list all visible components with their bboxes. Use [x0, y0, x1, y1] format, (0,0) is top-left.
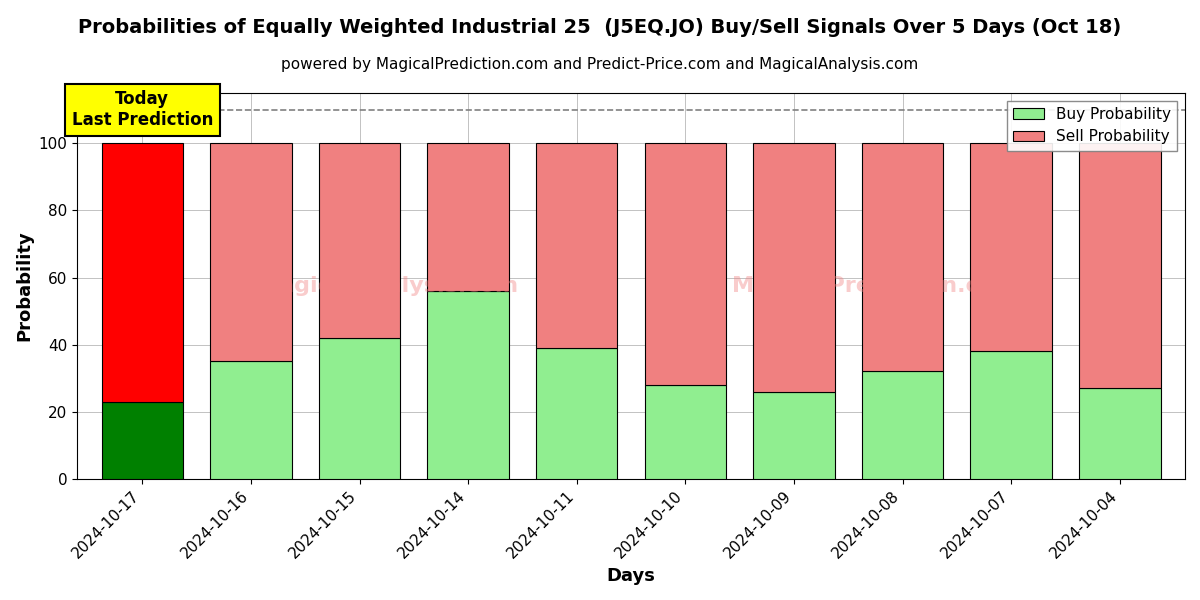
Bar — [862, 371, 943, 479]
Bar — [102, 401, 184, 479]
Text: Today
Last Prediction: Today Last Prediction — [72, 91, 214, 129]
Bar — [536, 143, 618, 348]
X-axis label: Days: Days — [607, 567, 655, 585]
Legend: Buy Probability, Sell Probability: Buy Probability, Sell Probability — [1007, 101, 1177, 151]
Bar — [210, 143, 292, 361]
Bar — [536, 348, 618, 479]
Bar — [862, 143, 943, 371]
Bar — [102, 143, 184, 401]
Text: powered by MagicalPrediction.com and Predict-Price.com and MagicalAnalysis.com: powered by MagicalPrediction.com and Pre… — [281, 57, 919, 72]
Bar — [210, 361, 292, 479]
Bar — [644, 385, 726, 479]
Text: MagicalAnalysis.com: MagicalAnalysis.com — [257, 276, 518, 296]
Bar — [754, 143, 835, 392]
Bar — [971, 352, 1052, 479]
Text: MagicalPrediction.com: MagicalPrediction.com — [732, 276, 1018, 296]
Bar — [644, 143, 726, 385]
Bar — [427, 291, 509, 479]
Bar — [1079, 143, 1160, 388]
Bar — [319, 143, 401, 338]
Bar — [319, 338, 401, 479]
Bar — [971, 143, 1052, 352]
Bar — [427, 143, 509, 291]
Text: Probabilities of Equally Weighted Industrial 25  (J5EQ.JO) Buy/Sell Signals Over: Probabilities of Equally Weighted Indust… — [78, 18, 1122, 37]
Y-axis label: Probability: Probability — [14, 230, 32, 341]
Bar — [1079, 388, 1160, 479]
Bar — [754, 392, 835, 479]
